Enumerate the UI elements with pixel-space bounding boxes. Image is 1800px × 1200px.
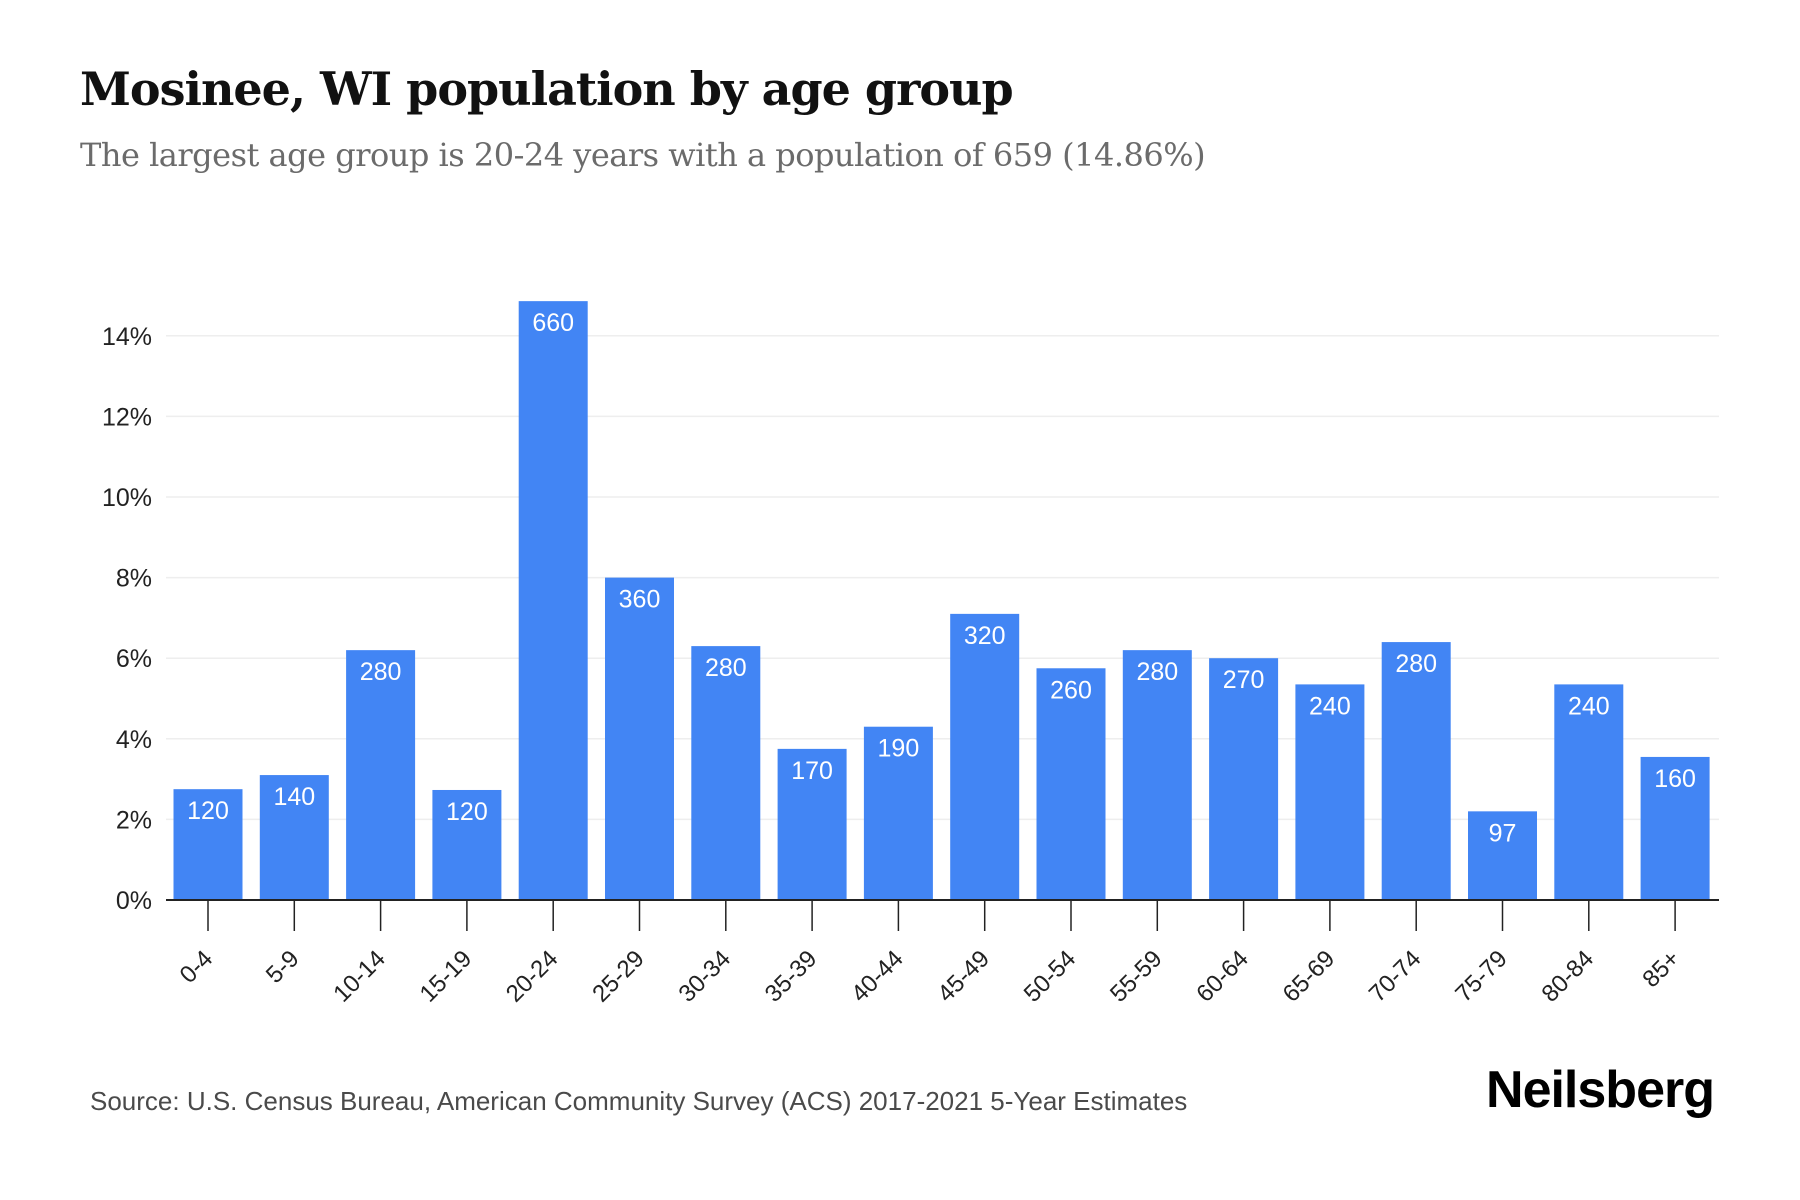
bar	[1381, 642, 1451, 900]
y-tick-label: 8%	[116, 565, 152, 593]
y-tick-label: 4%	[116, 726, 152, 754]
bar	[518, 301, 588, 901]
x-tick-label: 70-74	[1364, 945, 1427, 1008]
data-label: 260	[1050, 676, 1092, 704]
y-tick-label: 2%	[116, 806, 152, 834]
bar	[1122, 650, 1192, 900]
bar	[1036, 668, 1106, 900]
chart-title: Mosinee, WI population by age group	[80, 62, 1014, 116]
source-note: Source: U.S. Census Bureau, American Com…	[90, 1086, 1188, 1116]
data-label: 97	[1489, 819, 1517, 847]
data-label: 140	[273, 783, 315, 811]
data-label: 320	[964, 622, 1006, 650]
x-tick-label: 45-49	[932, 945, 995, 1008]
data-label: 240	[1309, 692, 1351, 720]
x-tick-label: 55-59	[1105, 945, 1168, 1008]
bar	[432, 789, 502, 900]
x-tick-label: 25-29	[587, 945, 650, 1008]
y-axis-ticks: 0% 2% 4% 6% 8% 10% 12% 14%	[102, 323, 152, 915]
x-tick-label: 0-4	[175, 945, 219, 989]
x-tick-label: 20-24	[501, 945, 564, 1008]
x-axis-ticks: 0-4 5-9 10-14 15-19 20-24 25-29 30-34 35-39 40-4…	[175, 900, 1685, 1008]
gridlines	[166, 335, 1719, 821]
y-tick-label: 10%	[102, 484, 152, 512]
y-tick-label: 0%	[116, 887, 152, 915]
neilsberg-logo: Neilsberg	[1486, 1061, 1715, 1119]
data-label: 120	[446, 798, 488, 826]
x-tick-label: 75-79	[1450, 945, 1513, 1008]
bar	[1295, 684, 1365, 900]
bars	[173, 301, 1710, 901]
data-label: 280	[705, 654, 747, 682]
bar	[346, 650, 416, 900]
x-tick-label: 50-54	[1019, 945, 1082, 1008]
bar	[1640, 756, 1710, 900]
y-tick-label: 6%	[116, 645, 152, 673]
x-tick-label: 10-14	[328, 945, 391, 1008]
bar	[173, 789, 243, 900]
bar	[1209, 658, 1279, 900]
bar	[605, 577, 674, 900]
bar	[1468, 811, 1537, 900]
x-tick-label: 15-19	[415, 945, 478, 1008]
x-tick-label: 65-69	[1278, 945, 1341, 1008]
bar	[950, 613, 1020, 900]
data-labels: 120 140 280 120 660 360 280 170 190 320 260 280 270 2…	[187, 309, 1696, 847]
bar	[777, 748, 847, 900]
chart-subtitle: The largest age group is 20-24 years wit…	[80, 136, 1206, 174]
data-label: 270	[1223, 666, 1265, 694]
y-tick-label: 12%	[102, 403, 152, 431]
data-label: 160	[1654, 765, 1696, 793]
x-tick-label: 30-34	[674, 945, 737, 1008]
data-label: 280	[360, 658, 402, 686]
x-tick-label: 5-9	[261, 945, 305, 989]
bar	[691, 646, 761, 900]
data-label: 190	[878, 735, 920, 763]
bar	[1554, 684, 1624, 900]
x-tick-label: 40-44	[846, 945, 909, 1008]
data-label: 170	[791, 757, 833, 785]
x-tick-label: 85+	[1637, 945, 1685, 993]
data-label: 240	[1568, 692, 1610, 720]
y-tick-label: 14%	[102, 323, 152, 351]
data-label: 280	[1395, 650, 1437, 678]
data-label: 360	[619, 586, 661, 614]
bar	[863, 726, 933, 900]
bar	[259, 775, 329, 900]
data-label: 120	[187, 797, 229, 825]
data-label: 660	[532, 309, 574, 337]
x-tick-label: 80-84	[1537, 945, 1600, 1008]
data-label: 280	[1136, 658, 1178, 686]
x-tick-label: 35-39	[760, 945, 823, 1008]
x-tick-label: 60-64	[1191, 945, 1254, 1008]
